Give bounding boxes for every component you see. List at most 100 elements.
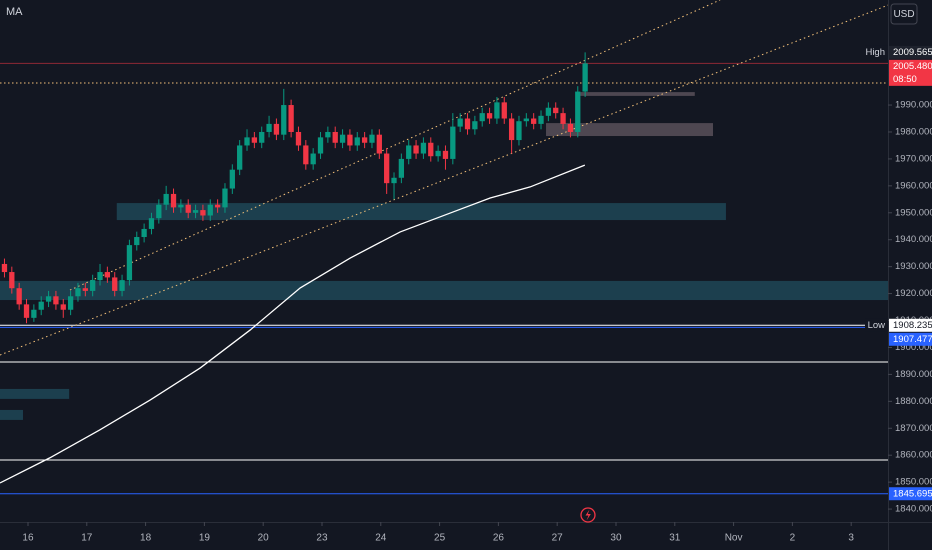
price-label-box <box>889 332 932 346</box>
candle-body <box>479 113 485 122</box>
price-label-name: Low <box>868 320 886 331</box>
x-tick-label: 31 <box>669 533 681 544</box>
currency-button-box[interactable] <box>890 3 918 25</box>
candle-body <box>53 296 59 305</box>
candle-body <box>582 63 588 92</box>
candle-body <box>325 131 331 138</box>
candle-body <box>538 115 544 124</box>
candle-body <box>442 150 449 159</box>
candle-body <box>23 304 30 318</box>
candle-body <box>354 137 360 146</box>
candle-body <box>288 105 294 132</box>
x-tick-label: 3 <box>848 533 854 544</box>
y-tick-label: 1990.000 <box>895 100 932 111</box>
x-tick-label: 30 <box>610 533 622 544</box>
candle-body <box>347 134 353 146</box>
candle-body <box>251 137 258 143</box>
candle-body <box>244 137 250 146</box>
currency-button[interactable]: USD <box>890 3 918 25</box>
zone <box>0 388 70 399</box>
candle-body <box>126 245 133 281</box>
candle-body <box>508 118 515 141</box>
currency-button-label[interactable]: USD <box>893 9 914 20</box>
candle-body <box>75 288 81 297</box>
candle-body <box>229 169 235 189</box>
candle-body <box>192 210 199 213</box>
candle-body <box>420 142 427 154</box>
x-tick-label: 17 <box>81 533 93 544</box>
candle-body <box>523 118 529 122</box>
candle-body <box>516 121 522 141</box>
candle-body <box>178 204 184 208</box>
price-axis: 1840.000 1850.000 1860.000 1870.000 1880.000… <box>888 100 932 515</box>
candle-body <box>259 131 265 143</box>
candle-body <box>428 142 434 157</box>
x-tick-label: 25 <box>434 533 446 544</box>
x-tick-label: 18 <box>140 533 152 544</box>
candle-body <box>207 204 213 216</box>
candle-body <box>141 228 147 238</box>
candle-body <box>457 118 463 127</box>
x-tick-label: Nov <box>725 533 743 544</box>
candle-body <box>317 137 324 154</box>
price-label-name-box <box>865 318 888 332</box>
candle-body <box>237 145 243 170</box>
candle-body <box>185 204 191 213</box>
candle-body <box>332 131 338 143</box>
candle-body <box>310 153 316 165</box>
y-tick-label: 1930.000 <box>895 261 932 272</box>
y-tick-label: 1980.000 <box>895 126 932 137</box>
x-tick-label: 2 <box>790 533 796 544</box>
price-label-name: High <box>865 47 885 58</box>
replay-icon-bolt[interactable] <box>585 509 591 521</box>
replay-icon[interactable] <box>580 507 596 523</box>
candle-body <box>339 134 346 143</box>
candle-body <box>200 210 206 216</box>
candle-body <box>45 296 52 302</box>
candle-body <box>134 237 140 246</box>
replay-icon-ring[interactable] <box>580 507 596 523</box>
price-label-name-box <box>865 45 888 59</box>
candle-body <box>450 126 456 159</box>
moving-average-line <box>0 164 586 484</box>
y-tick-label: 1900.000 <box>895 342 932 353</box>
candle-body <box>163 193 169 205</box>
candle-body <box>369 134 375 143</box>
candle-body <box>214 204 221 208</box>
candle-body <box>531 118 537 124</box>
candle-body <box>82 288 88 291</box>
price-label-value: 1845.695 <box>893 489 932 500</box>
price-label-value: 2005.480 <box>893 61 932 72</box>
candle-body <box>90 280 96 291</box>
candle-body <box>9 272 15 289</box>
candle-body <box>97 272 103 281</box>
y-tick-label: 1940.000 <box>895 234 932 245</box>
candle-body <box>273 123 280 135</box>
indicator-legend: MA <box>6 6 23 18</box>
candle-body <box>398 158 405 178</box>
candle-body <box>295 131 302 146</box>
candle-body <box>376 134 382 154</box>
candle-body <box>406 145 412 159</box>
candle-body <box>575 91 581 132</box>
candle-body <box>384 153 390 184</box>
plot-area <box>0 0 888 495</box>
zone <box>0 280 888 301</box>
x-tick-label: 20 <box>258 533 270 544</box>
candle-body <box>560 113 566 124</box>
candle-body <box>170 193 177 208</box>
candle-body <box>501 102 507 119</box>
y-tick-label: 1840.000 <box>895 504 932 515</box>
candle-body <box>16 288 22 305</box>
candle-body <box>60 304 66 310</box>
candle-body <box>119 280 125 291</box>
candle-body <box>281 105 287 135</box>
candle-body <box>1 263 8 273</box>
candle-body <box>553 107 559 114</box>
price-label-value: 2009.565 <box>893 47 932 58</box>
candle-body <box>435 150 441 157</box>
candle-body <box>464 118 471 130</box>
